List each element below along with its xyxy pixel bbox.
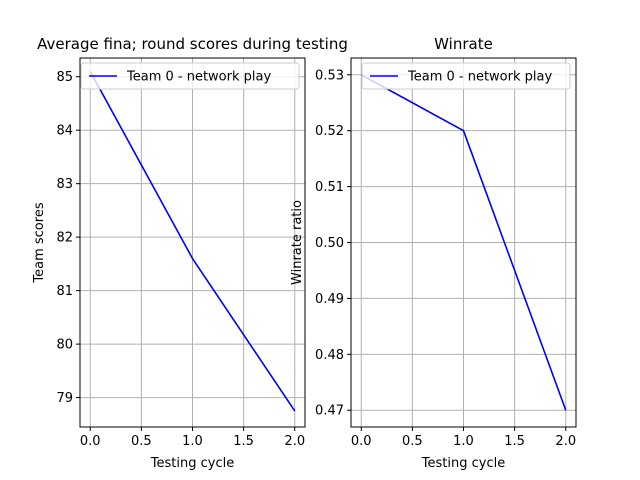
x-tick-label: 0.0 [80, 434, 101, 449]
legend: Team 0 - network play [80, 62, 300, 90]
legend-box [80, 62, 300, 90]
y-tick-label: 0.48 [315, 348, 344, 363]
x-axis-label: Testing cycle [421, 456, 505, 471]
series-line-0 [89, 70, 296, 412]
y-tick-label: 0.47 [315, 404, 344, 419]
y-tick-label: 0.50 [315, 236, 344, 251]
y-axis-label: Winrate ratio [290, 200, 305, 285]
x-tick-label: 1.5 [233, 434, 254, 449]
y-tick-label: 83 [56, 177, 73, 192]
chart-scores: 0.0 0.5 1.0 1.5 2.0 79 80 81 82 83 84 85 Average fin… [32, 35, 348, 471]
x-tick-label: 2.0 [555, 434, 576, 449]
y-tick-label: 0.52 [315, 124, 344, 139]
x-tick-label: 2.0 [284, 434, 305, 449]
series-line-0 [360, 74, 567, 411]
y-tick-label: 84 [56, 124, 73, 139]
y-tick-label: 80 [56, 338, 73, 353]
y-axis-label: Team scores [32, 202, 47, 283]
legend-box [361, 62, 571, 90]
x-tick-label: 1.5 [504, 434, 525, 449]
y-tick-label: 81 [56, 284, 73, 299]
legend-label: Team 0 - network play [126, 70, 271, 85]
x-axis-label: Testing cycle [150, 456, 234, 471]
chart-winrate: 0.0 0.5 1.0 1.5 2.0 0.47 0.48 0.49 0.50 0.51 0.52 0… [290, 35, 577, 471]
chart-title: Average fina; round scores during testin… [37, 35, 348, 53]
x-tick-label: 0.5 [131, 434, 152, 449]
y-tick-label: 0.49 [315, 292, 344, 307]
x-tick-label: 0.0 [351, 434, 372, 449]
x-tick-label: 1.0 [182, 434, 203, 449]
legend-label: Team 0 - network play [407, 70, 552, 85]
y-tick-label: 85 [56, 70, 73, 85]
x-tick-label: 0.5 [402, 434, 423, 449]
legend: Team 0 - network play [361, 62, 571, 90]
y-tick-label: 82 [56, 231, 73, 246]
y-tick-label: 0.51 [315, 180, 344, 195]
x-tick-label: 1.0 [453, 434, 474, 449]
chart-title: Winrate [434, 35, 493, 53]
y-tick-label: 79 [56, 391, 73, 406]
y-tick-label: 0.53 [315, 68, 344, 83]
